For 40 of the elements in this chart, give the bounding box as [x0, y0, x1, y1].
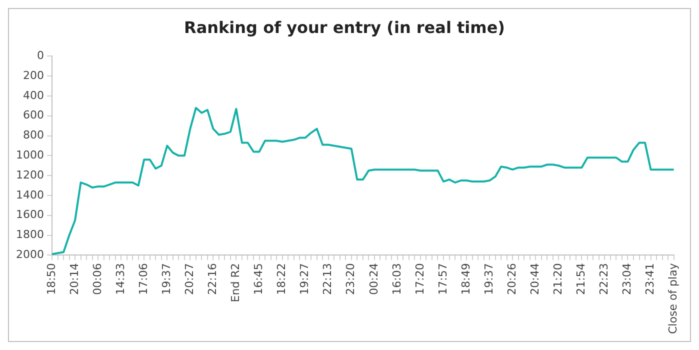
y-tick-label: 1000	[16, 148, 44, 162]
chart-title: Ranking of your entry (in real time)	[184, 18, 505, 37]
x-tick-label: 22:16	[206, 263, 220, 295]
x-tick-label: 16:03	[390, 263, 404, 295]
y-tick-label: 800	[22, 128, 44, 142]
x-tick-label: 22:23	[598, 263, 611, 295]
x-tick-label: 20:14	[68, 263, 81, 295]
x-tick-label: 23:04	[620, 263, 634, 295]
x-tick-label: 16:45	[252, 263, 266, 295]
y-tick-label: 1200	[16, 168, 44, 182]
x-tick-label: 17:20	[413, 263, 426, 295]
x-tick-label: 21:54	[574, 263, 588, 295]
x-tick-label: 18:50	[44, 263, 58, 295]
y-tick-label: 400	[22, 88, 44, 102]
x-tick-label: 17:06	[136, 263, 150, 295]
y-tick-label: 1400	[16, 188, 44, 202]
x-tick-label: 22:13	[321, 263, 334, 295]
y-tick-label: 600	[22, 108, 44, 122]
x-tick-label: 18:22	[275, 263, 288, 295]
x-tick-label: 21:20	[552, 263, 565, 295]
x-tick-label: 17:57	[436, 263, 450, 295]
x-tick-label: End R2	[229, 263, 242, 302]
x-tick-label: 23:41	[644, 263, 657, 295]
x-tick-label: 19:37	[160, 263, 174, 295]
y-tick-label: 1800	[16, 228, 44, 242]
y-tick-label: 200	[22, 68, 44, 82]
y-tick-label: 0	[36, 49, 44, 62]
x-tick-label: 20:44	[528, 263, 542, 295]
x-tick-label: 14:33	[114, 263, 127, 295]
x-tick-label: 20:27	[183, 263, 196, 295]
x-tick-label: 00:06	[90, 263, 104, 295]
x-tick-label: 00:24	[367, 263, 380, 295]
y-tick-label: 2000	[16, 248, 44, 262]
x-tick-label: Close of play	[666, 262, 680, 334]
x-tick-label: 19:27	[298, 263, 312, 295]
x-tick-label: 19:37	[482, 263, 496, 295]
x-tick-label: 20:26	[505, 263, 518, 295]
x-tick-label: 23:20	[344, 263, 358, 295]
x-tick-label: 18:49	[459, 263, 472, 295]
y-tick-label: 1600	[16, 208, 44, 222]
